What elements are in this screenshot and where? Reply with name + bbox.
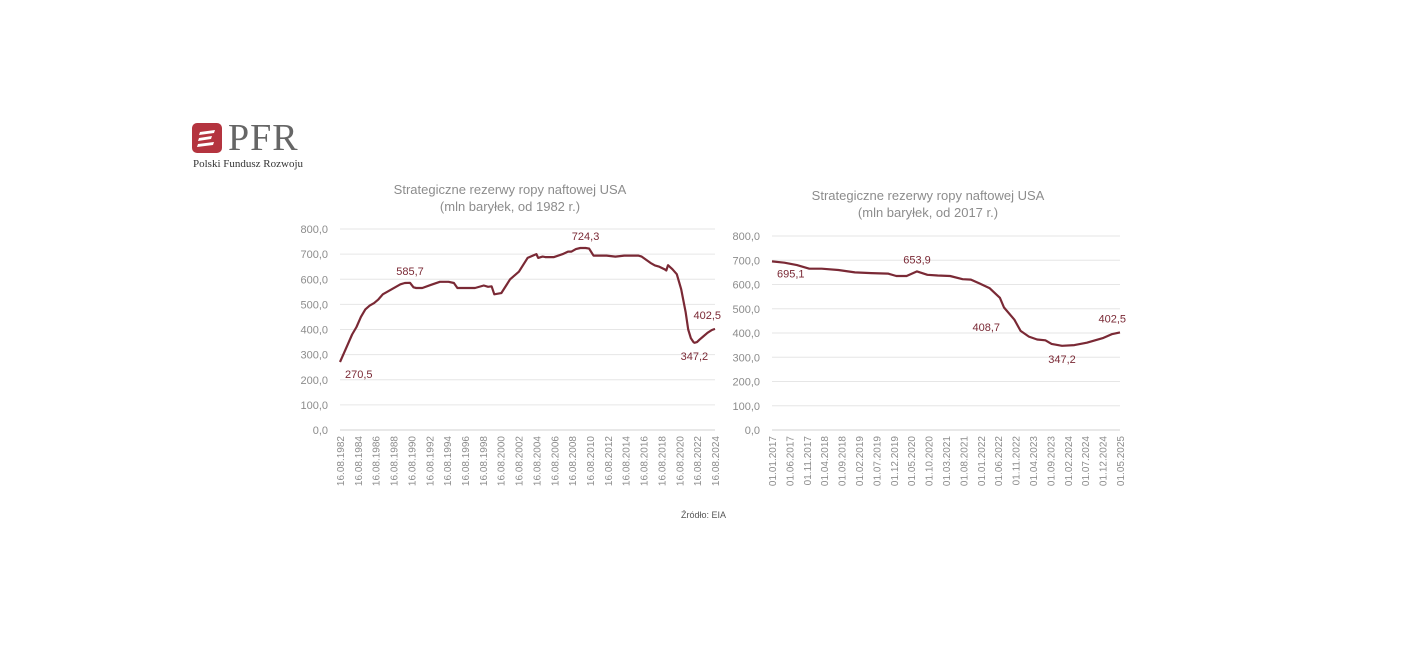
y-tick-label: 200,0 xyxy=(732,377,760,389)
series-line xyxy=(771,260,1121,347)
x-tick-label: 16.08.2000 xyxy=(497,436,508,486)
x-tick-label: 01.09.2018 xyxy=(838,436,849,486)
x-tick-label: 16.08.2012 xyxy=(604,436,615,486)
x-tick-label: 01.12.2024 xyxy=(1099,436,1110,486)
y-tick-label: 400,0 xyxy=(732,328,760,340)
x-tick-label: 16.08.1986 xyxy=(372,436,383,486)
pfr-logo: PFR Polski Fundusz Rozwoju xyxy=(192,117,352,176)
logo-subtitle: Polski Fundusz Rozwoju xyxy=(193,158,304,170)
data-label: 347,2 xyxy=(1048,354,1076,366)
x-tick-label: 01.02.2019 xyxy=(855,436,866,486)
data-label: 695,1 xyxy=(777,268,805,280)
y-tick-label: 0,0 xyxy=(313,425,328,437)
data-label: 724,3 xyxy=(572,231,600,243)
x-tick-label: 16.08.1990 xyxy=(407,436,418,486)
x-tick-label: 01.06.2022 xyxy=(994,436,1005,486)
y-tick-label: 800,0 xyxy=(300,224,328,236)
logo-name: PFR xyxy=(228,117,299,159)
data-label: 402,5 xyxy=(1098,313,1126,325)
x-tick-label: 16.08.2020 xyxy=(675,436,686,486)
y-tick-label: 700,0 xyxy=(300,249,328,261)
x-tick-label: 16.08.1988 xyxy=(390,436,401,486)
x-tick-label: 16.08.1984 xyxy=(354,436,365,486)
pfr-logo-icon xyxy=(192,123,222,153)
x-tick-label: 16.08.2024 xyxy=(711,436,722,486)
x-tick-label: 01.03.2021 xyxy=(942,436,953,486)
x-tick-label: 01.11.2017 xyxy=(803,436,814,486)
chart-2-title: Strategiczne rezerwy ropy naftowej USA xyxy=(811,188,1045,203)
data-label: 585,7 xyxy=(396,266,424,278)
data-label: 270,5 xyxy=(345,369,373,381)
y-tick-label: 800,0 xyxy=(732,231,760,243)
x-tick-label: 16.08.2016 xyxy=(640,436,651,486)
chart-1-subtitle: (mln baryłek, od 1982 r.) xyxy=(439,199,581,214)
y-tick-label: 300,0 xyxy=(300,350,328,362)
y-tick-label: 600,0 xyxy=(300,274,328,286)
x-tick-label: 01.02.2024 xyxy=(1064,436,1075,486)
data-label: 402,5 xyxy=(693,310,721,322)
x-tick-label: 16.08.1982 xyxy=(336,436,347,486)
data-label: 347,2 xyxy=(681,351,709,363)
y-tick-label: 300,0 xyxy=(732,352,760,364)
x-tick-label: 01.06.2017 xyxy=(785,436,796,486)
x-tick-label: 16.08.2004 xyxy=(532,436,543,486)
x-tick-label: 16.08.1998 xyxy=(479,436,490,486)
chart-1-title-block: Strategiczne rezerwy ropy naftowej USA (… xyxy=(310,181,710,215)
chart-2-title-block: Strategiczne rezerwy ropy naftowej USA (… xyxy=(728,187,1128,221)
x-tick-label: 16.08.1992 xyxy=(425,436,436,486)
x-tick-label: 01.01.2017 xyxy=(768,436,779,486)
chart-1-title: Strategiczne rezerwy ropy naftowej USA xyxy=(393,182,627,197)
x-tick-label: 16.08.2010 xyxy=(586,436,597,486)
y-tick-label: 500,0 xyxy=(300,299,328,311)
x-tick-label: 01.08.2021 xyxy=(959,436,970,486)
x-tick-label: 01.07.2024 xyxy=(1081,436,1092,486)
y-tick-label: 700,0 xyxy=(732,255,760,267)
x-tick-label: 16.08.2002 xyxy=(515,436,526,486)
y-tick-label: 100,0 xyxy=(732,401,760,413)
data-label: 653,9 xyxy=(903,254,931,266)
y-tick-label: 200,0 xyxy=(300,375,328,387)
x-tick-label: 16.08.2008 xyxy=(568,436,579,486)
x-tick-label: 01.09.2023 xyxy=(1046,436,1057,486)
x-tick-label: 16.08.2014 xyxy=(622,436,633,486)
y-tick-label: 100,0 xyxy=(300,400,328,412)
x-tick-label: 01.07.2019 xyxy=(872,436,883,486)
x-tick-label: 01.10.2020 xyxy=(925,436,936,486)
source-note: Źródło: EIA xyxy=(681,510,727,520)
x-tick-label: 01.04.2018 xyxy=(820,436,831,486)
data-label: 408,7 xyxy=(972,322,1000,334)
x-tick-label: 01.12.2019 xyxy=(890,436,901,486)
x-tick-label: 16.08.2022 xyxy=(693,436,704,486)
x-tick-label: 01.11.2022 xyxy=(1012,436,1023,486)
y-tick-label: 400,0 xyxy=(300,325,328,337)
y-tick-label: 600,0 xyxy=(732,280,760,292)
series-line xyxy=(338,246,716,363)
x-tick-label: 01.05.2020 xyxy=(907,436,918,486)
x-tick-label: 16.08.1996 xyxy=(461,436,472,486)
x-tick-label: 01.01.2022 xyxy=(977,436,988,486)
y-tick-label: 0,0 xyxy=(745,425,760,437)
x-tick-label: 01.05.2025 xyxy=(1116,436,1127,486)
y-tick-label: 500,0 xyxy=(732,304,760,316)
x-tick-label: 16.08.2018 xyxy=(657,436,668,486)
x-tick-label: 01.04.2023 xyxy=(1029,436,1040,486)
x-tick-label: 16.08.2006 xyxy=(550,436,561,486)
chart-2-subtitle: (mln baryłek, od 2017 r.) xyxy=(857,205,999,220)
x-tick-label: 16.08.1994 xyxy=(443,436,454,486)
